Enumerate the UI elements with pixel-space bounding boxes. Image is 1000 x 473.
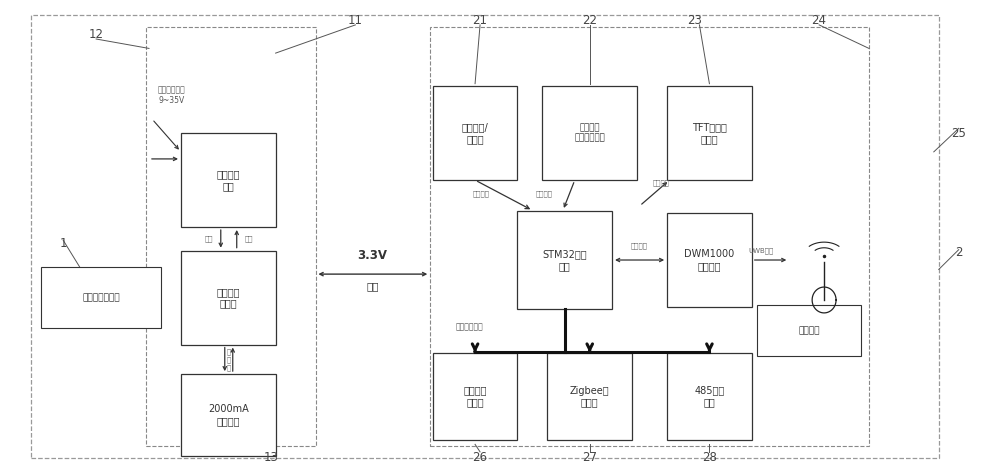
- Bar: [667, 213, 752, 307]
- Text: 28: 28: [702, 451, 717, 464]
- Text: 22: 22: [582, 14, 597, 26]
- Text: 27: 27: [582, 451, 597, 464]
- Text: 电源管理
单元: 电源管理 单元: [217, 169, 241, 191]
- Text: 系统复位: 系统复位: [473, 191, 490, 198]
- Text: 双电源供电系统: 双电源供电系统: [82, 293, 120, 302]
- Text: STM32控制
核心: STM32控制 核心: [543, 249, 587, 271]
- Bar: [430, 27, 869, 446]
- Text: 充电: 充电: [204, 235, 213, 242]
- Text: 1: 1: [59, 237, 67, 250]
- Text: 23: 23: [687, 14, 702, 26]
- Text: 外部电源输入
9~35V: 外部电源输入 9~35V: [158, 86, 186, 105]
- Text: TFT液晶显
示单元: TFT液晶显 示单元: [692, 122, 727, 144]
- Text: 485总线
单元: 485总线 单元: [694, 385, 725, 407]
- Text: 11: 11: [348, 14, 363, 26]
- Bar: [181, 133, 276, 227]
- Bar: [757, 305, 861, 357]
- Bar: [181, 374, 276, 456]
- Bar: [667, 86, 752, 180]
- Bar: [542, 86, 637, 180]
- Text: 24: 24: [812, 14, 827, 26]
- Text: 充
放
电: 充 放 电: [227, 349, 231, 371]
- Text: Zigbee通
信单元: Zigbee通 信单元: [570, 385, 610, 407]
- Text: 26: 26: [473, 451, 488, 464]
- Bar: [41, 267, 161, 328]
- Text: UWB天线: UWB天线: [749, 247, 774, 254]
- Text: 3.3V: 3.3V: [357, 249, 387, 262]
- Text: 12: 12: [89, 28, 104, 41]
- Bar: [667, 353, 752, 440]
- Text: 模式设置: 模式设置: [536, 191, 553, 198]
- Text: 21: 21: [473, 14, 488, 26]
- Text: 测距信息: 测距信息: [631, 243, 648, 249]
- Text: 测距系统: 测距系统: [798, 326, 820, 335]
- Text: 13: 13: [263, 451, 278, 464]
- Text: 放电: 放电: [245, 235, 253, 242]
- Text: 2: 2: [955, 246, 962, 260]
- Text: 多路通信链路: 多路通信链路: [455, 322, 483, 331]
- Text: 拨码开关
模式设置单元: 拨码开关 模式设置单元: [574, 123, 605, 143]
- Text: 供电: 供电: [366, 281, 379, 291]
- Bar: [181, 251, 276, 345]
- Bar: [517, 210, 612, 309]
- Bar: [146, 27, 316, 446]
- Bar: [433, 86, 517, 180]
- Text: 看门狗复/
位单元: 看门狗复/ 位单元: [462, 122, 488, 144]
- Text: 2000mA
锂电池组: 2000mA 锂电池组: [208, 404, 249, 426]
- Text: 25: 25: [951, 127, 966, 140]
- Bar: [433, 353, 517, 440]
- Text: DWM1000
测距模组: DWM1000 测距模组: [684, 249, 735, 271]
- Text: 显示信号: 显示信号: [653, 179, 670, 186]
- Text: 锂电池充
电单元: 锂电池充 电单元: [217, 287, 241, 308]
- Bar: [547, 353, 632, 440]
- Text: 可扩展通
信单元: 可扩展通 信单元: [463, 385, 487, 407]
